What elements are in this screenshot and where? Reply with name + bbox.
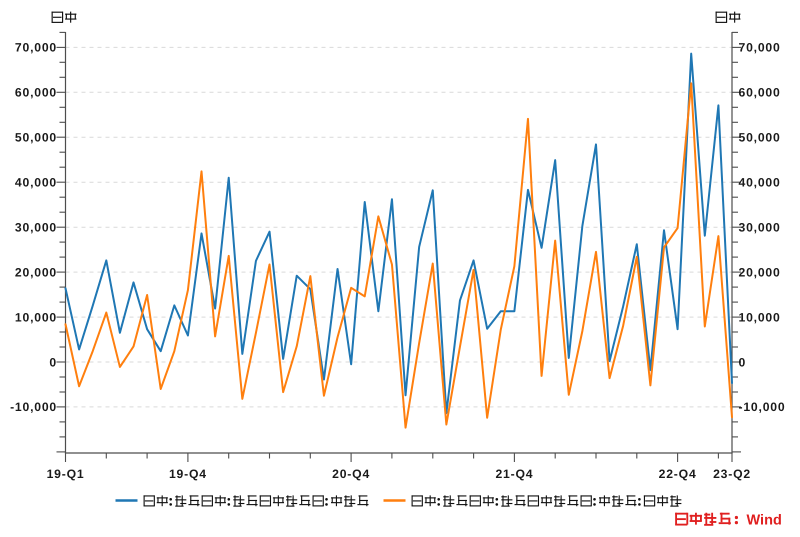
svg-text:30,000: 30,000	[739, 221, 781, 235]
svg-text:21-Q4: 21-Q4	[495, 467, 533, 481]
svg-text:19-Q4: 19-Q4	[169, 467, 207, 481]
svg-text:23-Q2: 23-Q2	[713, 467, 751, 481]
svg-text:50,000: 50,000	[739, 131, 781, 145]
svg-text:40,000: 40,000	[739, 176, 781, 190]
svg-text:50,000: 50,000	[15, 131, 57, 145]
svg-text:19-Q1: 19-Q1	[47, 467, 85, 481]
svg-text:20,000: 20,000	[739, 265, 781, 279]
svg-text:60,000: 60,000	[15, 86, 57, 100]
svg-text:Wind: Wind	[747, 513, 782, 529]
svg-text:40,000: 40,000	[15, 176, 57, 190]
svg-text:0: 0	[739, 355, 747, 369]
svg-text:-10,000: -10,000	[10, 400, 57, 414]
svg-text:-10,000: -10,000	[739, 400, 786, 414]
svg-text:60,000: 60,000	[739, 86, 781, 100]
svg-text:70,000: 70,000	[15, 41, 57, 55]
svg-text:70,000: 70,000	[739, 41, 781, 55]
svg-text:20-Q4: 20-Q4	[332, 467, 370, 481]
svg-text:10,000: 10,000	[739, 310, 781, 324]
svg-text:22-Q4: 22-Q4	[659, 467, 697, 481]
svg-text:10,000: 10,000	[15, 310, 57, 324]
svg-text:30,000: 30,000	[15, 221, 57, 235]
svg-text:0: 0	[49, 355, 57, 369]
svg-text:20,000: 20,000	[15, 265, 57, 279]
